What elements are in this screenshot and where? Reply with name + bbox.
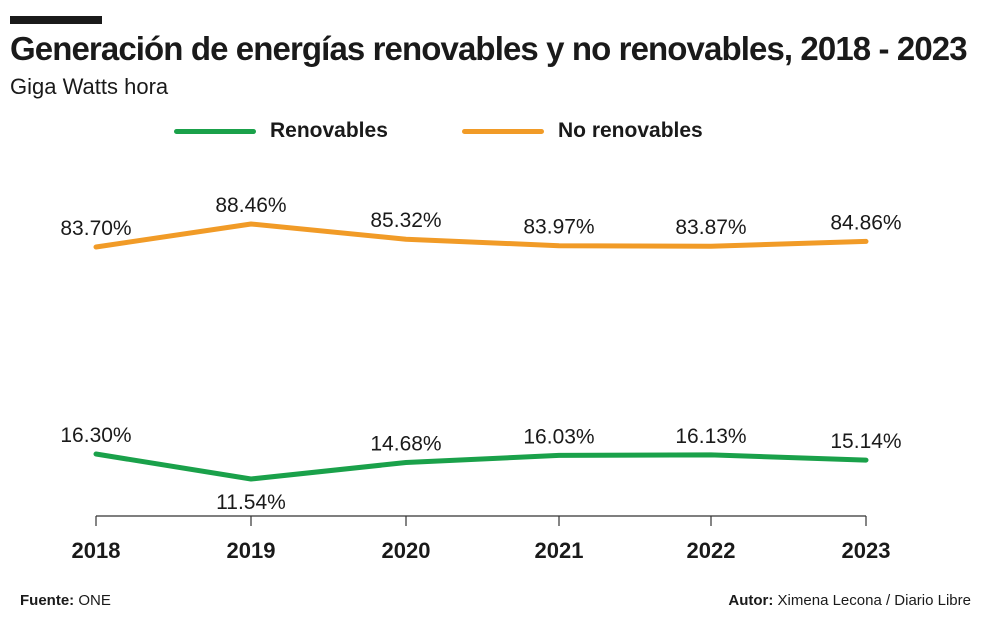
legend-swatch-renovables <box>174 128 256 134</box>
data-label: 85.32% <box>370 209 441 232</box>
chart-title: Generación de energías renovables y no r… <box>10 30 968 67</box>
chart-legend: Renovables No renovables <box>0 114 993 148</box>
data-label: 14.68% <box>370 433 441 456</box>
data-label: 83.97% <box>523 216 594 239</box>
x-tick-label: 2022 <box>687 538 736 563</box>
data-label: 88.46% <box>215 194 286 217</box>
source-label: Fuente: <box>20 592 75 609</box>
author-note: Autor: Ximena Lecona / Diario Libre <box>728 592 971 609</box>
x-tick-label: 2019 <box>227 538 276 563</box>
legend-label-no-renovables: No renovables <box>558 119 703 142</box>
x-tick-label: 2020 <box>382 538 431 563</box>
x-tick-label: 2021 <box>535 538 584 563</box>
author-label: Autor: <box>728 592 774 609</box>
x-tick-label: 2018 <box>72 538 121 563</box>
data-label: 15.14% <box>830 430 901 453</box>
author-value: Ximena Lecona / Diario Libre <box>777 592 971 609</box>
data-label: 83.70% <box>60 217 131 240</box>
data-label: 16.30% <box>60 424 131 447</box>
series-line-no-renovables <box>93 221 869 250</box>
source-note: Fuente: ONE <box>20 592 111 609</box>
data-label: 84.86% <box>830 211 901 234</box>
legend-label-renovables: Renovables <box>270 119 388 142</box>
data-label: 16.03% <box>523 425 594 448</box>
data-label: 83.87% <box>675 216 746 239</box>
legend-item-renovables: Renovables <box>174 114 388 148</box>
header-accent-bar <box>10 16 102 24</box>
legend-swatch-no-renovables <box>462 128 544 134</box>
data-label: 16.13% <box>675 425 746 448</box>
data-label: 11.54% <box>216 491 286 514</box>
series-line-renovables <box>93 451 869 482</box>
x-tick-label: 2023 <box>842 538 891 563</box>
chart-subtitle: Giga Watts hora <box>10 74 169 99</box>
source-value: ONE <box>78 592 111 609</box>
legend-item-no-renovables: No renovables <box>462 114 703 148</box>
